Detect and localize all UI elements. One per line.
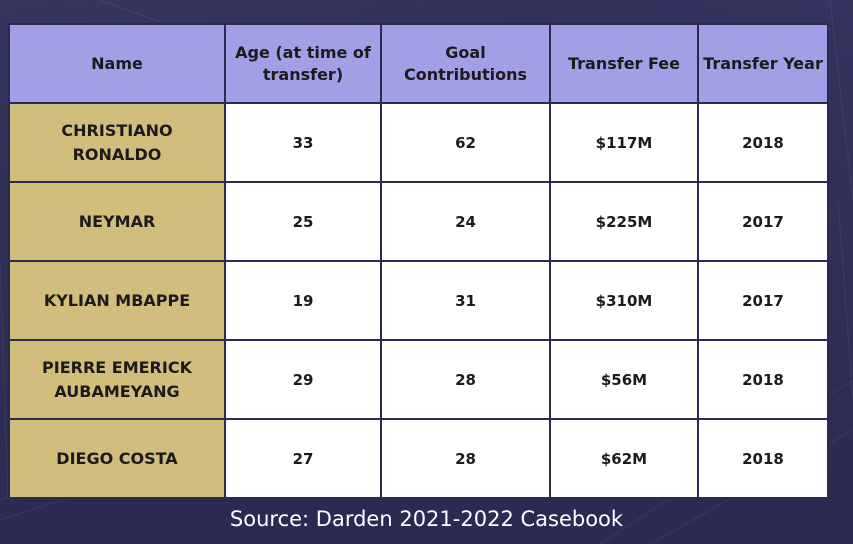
transfer-year-cell: 2017 <box>697 260 829 341</box>
transfer-year-cell: 2018 <box>697 339 829 420</box>
age-cell: 25 <box>224 181 382 262</box>
player-name: CHRISTIANO RONALDO <box>8 102 226 183</box>
age-cell: 29 <box>224 339 382 420</box>
goal-contributions-cell: 62 <box>380 102 551 183</box>
transfer-fee-cell: $117M <box>549 102 699 183</box>
goal-contributions-cell: 28 <box>380 418 551 499</box>
transfer-year-cell: 2018 <box>697 418 829 499</box>
table-row: NEYMAR 25 24 $225M 2017 <box>8 181 829 262</box>
table-row: CHRISTIANO RONALDO 33 62 $117M 2018 <box>8 102 829 183</box>
age-cell: 19 <box>224 260 382 341</box>
transfer-year-cell: 2018 <box>697 102 829 183</box>
age-cell: 27 <box>224 418 382 499</box>
transfer-fee-cell: $56M <box>549 339 699 420</box>
transfer-year-cell: 2017 <box>697 181 829 262</box>
transfer-fee-cell: $62M <box>549 418 699 499</box>
player-name: DIEGO COSTA <box>8 418 226 499</box>
table-header-row: Name Age (at time of transfer) Goal Cont… <box>8 23 829 104</box>
header-name: Name <box>8 23 226 104</box>
table-row: KYLIAN MBAPPE 19 31 $310M 2017 <box>8 260 829 341</box>
header-transfer-fee: Transfer Fee <box>549 23 699 104</box>
goal-contributions-cell: 31 <box>380 260 551 341</box>
player-name: PIERRE EMERICK AUBAMEYANG <box>8 339 226 420</box>
goal-contributions-cell: 28 <box>380 339 551 420</box>
header-transfer-year: Transfer Year <box>697 23 829 104</box>
transfer-table: Name Age (at time of transfer) Goal Cont… <box>8 23 829 499</box>
age-cell: 33 <box>224 102 382 183</box>
transfer-fee-cell: $310M <box>549 260 699 341</box>
table-row: PIERRE EMERICK AUBAMEYANG 29 28 $56M 201… <box>8 339 829 420</box>
player-name: NEYMAR <box>8 181 226 262</box>
source-caption: Source: Darden 2021-2022 Casebook <box>229 507 624 531</box>
table-row: DIEGO COSTA 27 28 $62M 2018 <box>8 418 829 499</box>
player-name: KYLIAN MBAPPE <box>8 260 226 341</box>
goal-contributions-cell: 24 <box>380 181 551 262</box>
header-age: Age (at time of transfer) <box>224 23 382 104</box>
transfer-fee-cell: $225M <box>549 181 699 262</box>
transfer-table-container: Name Age (at time of transfer) Goal Cont… <box>8 23 829 499</box>
header-goal-contributions: Goal Contributions <box>380 23 551 104</box>
